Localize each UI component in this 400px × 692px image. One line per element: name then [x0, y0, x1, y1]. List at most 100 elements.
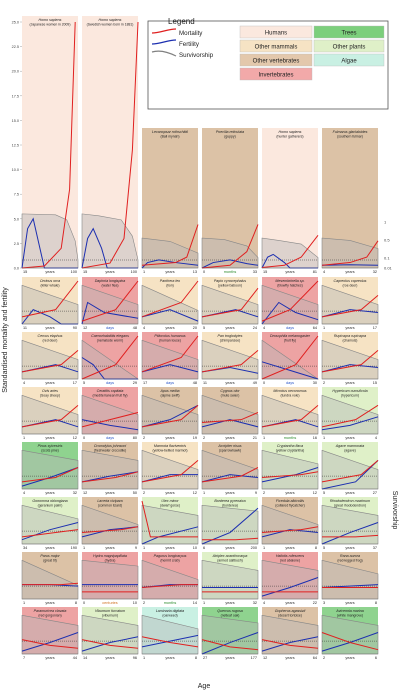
legend-swatch-other-vertebrates — [239, 53, 313, 67]
mortality-line — [21, 404, 79, 428]
species-name: Orcinus orca — [40, 279, 60, 283]
x-tick-min: 0 — [263, 381, 265, 385]
species-common: (fruit fly) — [284, 339, 296, 343]
species-name: Ceratitis capitata — [97, 389, 124, 393]
mortality-line — [81, 335, 139, 380]
mortality-line — [81, 526, 139, 534]
panel-microtus-oeconomus: Microtus oeconomus(tundra vole) 1 16 months — [261, 387, 319, 440]
x-unit: years — [225, 491, 234, 495]
species-common: (alpine swift) — [160, 394, 179, 398]
species-name: Poecilia reticulata — [216, 130, 244, 134]
panel-background — [142, 128, 198, 268]
x-tick-min: 1 — [263, 436, 265, 440]
x-tick-min: 5 — [83, 381, 85, 385]
species-common: (southern fulmar) — [337, 135, 363, 139]
top-axis-tick-label: 5.0 — [14, 217, 19, 221]
species-common: (mute swan) — [221, 394, 240, 398]
panel-lacerta-vivipara: Lacerta vivipara(common lizard) 1 9 years — [81, 497, 139, 550]
x-tick-max: 10 — [193, 546, 197, 550]
panel-background — [202, 442, 258, 489]
x-unit: years — [45, 436, 54, 440]
species-name: Laminaria digitata — [156, 609, 184, 613]
panel-ceratitis-capitata: Ceratitis capitata(mediterranean fruit f… — [81, 387, 139, 440]
x-tick-min: 2 — [203, 436, 205, 440]
top-axis: 0.0 2.5 5.0 7.5 10.0 12.5 15.0 17.5 20.0 22.5 25.0 — [12, 21, 22, 271]
species-name: Marmota flaviventris — [154, 444, 186, 448]
x-tick-min: 1 — [203, 601, 205, 605]
legend-swatch-trees — [313, 25, 385, 39]
x-tick-min: 3 — [323, 601, 325, 605]
top-axis-tick-label: 15.0 — [12, 119, 19, 123]
x-tick-max: 29 — [133, 381, 137, 385]
x-tick-min: 1 — [23, 601, 25, 605]
species-common: (collared flycatcher) — [275, 504, 305, 508]
mortality-line — [141, 280, 199, 318]
x-unit: days — [106, 326, 114, 330]
legend-title: Legend — [168, 17, 195, 26]
panel-poecilia-reticulata: Poecilia reticulata(guppy) 0 33 months — [201, 128, 259, 274]
panel-apus-melba: Apus melba(alpine swift) 2 19 years — [141, 387, 199, 440]
x-tick-max: 100 — [131, 270, 137, 274]
panel-marmota-flaviventris: Marmota flaviventris(yellow-bellied marm… — [141, 442, 199, 495]
x-unit: years — [225, 656, 234, 660]
x-unit: years — [345, 436, 354, 440]
x-tick-max: 15 — [373, 381, 377, 385]
x-tick-max: 10 — [133, 601, 137, 605]
panel-quercus-rugosa: Quercus rugosa(netleaf oak) 27 177 years — [201, 607, 259, 660]
mortality-line — [321, 349, 379, 373]
top-axis-tick-label: 22.5 — [12, 45, 19, 49]
x-tick-min: 5 — [323, 546, 325, 550]
panel-rhododendron-maximum: Rhododendron maximum(great rhododendron)… — [321, 497, 379, 550]
panel-ulex-minor: Ulex minor(dwarf gorse) 1 10 years — [141, 497, 199, 550]
x-tick-max: 50 — [133, 491, 137, 495]
panel-background — [142, 497, 198, 544]
x-tick-min: 0 — [83, 436, 85, 440]
panel-background — [82, 497, 138, 544]
legend-line-fertility — [151, 39, 177, 45]
species-name: Atriplex acanthocarpa — [212, 554, 248, 558]
x-tick-max: 177 — [251, 656, 257, 660]
x-unit: years — [45, 381, 54, 385]
y-axis-label-right: Survivorship — [391, 491, 398, 530]
mortality-line — [321, 459, 379, 483]
x-unit: years — [45, 491, 54, 495]
mortality-line — [321, 294, 379, 318]
x-unit: years — [345, 546, 354, 550]
x-tick-max: 30 — [313, 381, 317, 385]
species-name: Cervus elaphus — [38, 334, 63, 338]
x-tick-max: 8 — [375, 601, 377, 605]
panel-background — [202, 497, 258, 544]
x-tick-min: 1 — [143, 656, 145, 660]
species-name: Homo sapiens — [279, 130, 302, 134]
x-tick-max: 4 — [375, 436, 377, 440]
species-name: Fulmarus glacialoides — [333, 130, 368, 134]
panel-background — [262, 442, 318, 489]
x-tick-max: 22 — [313, 601, 317, 605]
mortality-line — [141, 584, 198, 589]
species-name: Agave marmorata — [335, 444, 365, 448]
species-common: (netleaf oak) — [221, 614, 240, 618]
species-common: (nematode worm) — [97, 339, 124, 343]
panel-background — [322, 332, 378, 379]
legend-swatch-label: Other mammals — [255, 45, 298, 51]
species-common: (chimpanzee) — [220, 339, 241, 343]
x-tick-max: 49 — [253, 381, 257, 385]
species-common: (lion) — [166, 284, 174, 288]
panel-pinus-sylvestris: Pinus sylvestris(scots pine) 4 32 years — [21, 442, 79, 495]
panel-background — [262, 552, 318, 599]
x-tick-max: 9 — [255, 491, 257, 495]
x-unit: years — [285, 601, 294, 605]
x-unit: years — [225, 381, 234, 385]
legend-swatch-label: Trees — [341, 31, 356, 37]
x-tick-max: 20 — [193, 326, 197, 330]
panel-background — [82, 16, 138, 268]
species-common: (armed saltbush) — [217, 559, 242, 563]
panel-background — [322, 442, 378, 489]
x-tick-min: 5 — [203, 326, 205, 330]
panel-gopherus-agassizii: Gopherus agassizii(desert tortoise) 12 64 y… — [261, 607, 319, 660]
mortality-line — [201, 639, 259, 651]
panel-background — [262, 387, 318, 434]
x-tick-min: 1 — [323, 436, 325, 440]
panel-background — [22, 442, 78, 489]
